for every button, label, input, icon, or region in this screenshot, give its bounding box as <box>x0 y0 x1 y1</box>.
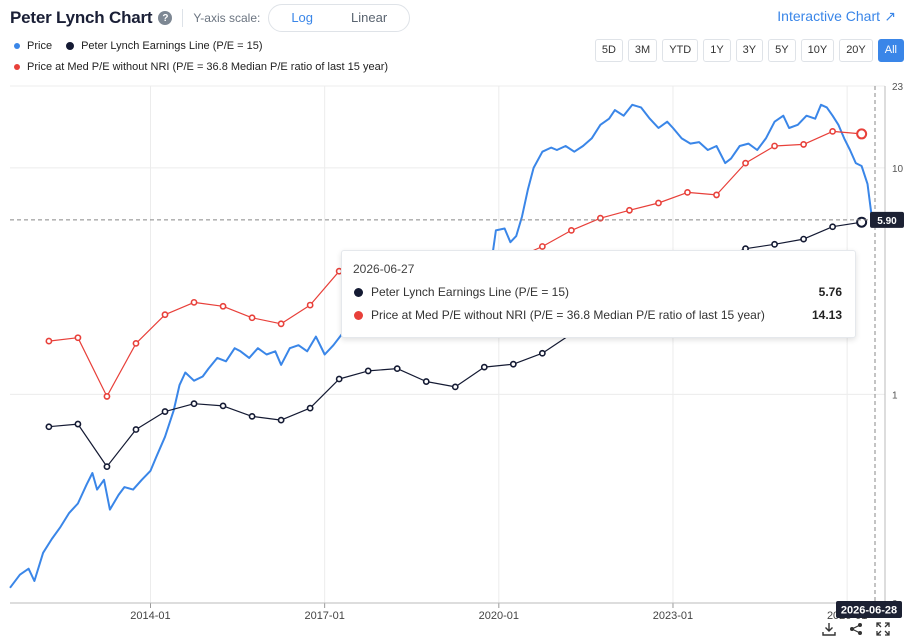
tooltip-earnings-value: 5.76 <box>818 285 842 299</box>
data-point-med-pe[interactable] <box>190 298 198 306</box>
data-point-med-pe[interactable] <box>219 302 227 310</box>
data-point-med-pe[interactable] <box>800 141 807 148</box>
x-tick-label: 2023-01 <box>653 610 693 622</box>
data-point-med-pe[interactable] <box>538 243 546 250</box>
range-button-3y[interactable]: 3Y <box>735 39 764 62</box>
range-button-1y[interactable]: 1Y <box>703 39 731 62</box>
data-point-med-pe[interactable] <box>277 320 285 328</box>
data-point-earnings[interactable] <box>335 375 343 383</box>
series-line-price <box>9 103 876 589</box>
hover-point-earnings <box>856 216 868 228</box>
data-point-med-pe[interactable] <box>161 311 169 319</box>
range-button-20y[interactable]: 20Y <box>839 39 873 62</box>
data-point-med-pe[interactable] <box>74 334 82 342</box>
range-button-5d[interactable]: 5D <box>594 39 623 62</box>
x-tick-label: 2014-01 <box>130 610 170 622</box>
tooltip-row-earnings: Peter Lynch Earnings Line (P/E = 15) 5.7… <box>354 284 842 300</box>
x-tick-label: 2017-01 <box>304 610 344 622</box>
header-divider <box>182 9 184 27</box>
data-point-med-pe[interactable] <box>132 340 140 347</box>
legend-item-med-pe[interactable]: Price at Med P/E without NRI (P/E = 36.8… <box>14 61 388 73</box>
range-button-ytd[interactable]: YTD <box>662 39 699 62</box>
y-tick-label: 1 <box>892 390 898 401</box>
legend-row-1: Price Peter Lynch Earnings Line (P/E = 1… <box>14 40 263 52</box>
data-point-earnings[interactable] <box>451 383 459 391</box>
data-point-earnings[interactable] <box>422 378 430 385</box>
tooltip-row-med-pe: Price at Med P/E without NRI (P/E = 36.8… <box>354 307 842 323</box>
legend-item-price[interactable]: Price <box>14 40 52 52</box>
med-pe-legend-dot <box>14 64 20 70</box>
data-point-med-pe[interactable] <box>742 159 749 167</box>
range-button-10y[interactable]: 10Y <box>800 39 835 62</box>
download-icon[interactable] <box>822 622 836 639</box>
chart-header: Peter Lynch Chart ? Y-axis scale: Log Li… <box>10 4 411 32</box>
scale-linear-button[interactable]: Linear <box>351 10 388 25</box>
crosshair-date-box <box>836 601 902 618</box>
data-point-earnings[interactable] <box>103 463 111 471</box>
data-point-med-pe[interactable] <box>771 142 778 150</box>
legend-row-2: Price at Med P/E without NRI (P/E = 36.8… <box>14 61 388 73</box>
range-buttons: 5D 3M YTD 1Y 3Y 5Y 10Y 20Y All <box>594 39 904 62</box>
data-point-earnings[interactable] <box>480 363 488 371</box>
earnings-legend-dot <box>66 42 75 50</box>
data-point-earnings[interactable] <box>190 400 198 408</box>
help-icon[interactable]: ? <box>158 11 173 25</box>
x-tick-label: 2020-01 <box>479 610 519 622</box>
range-button-all[interactable]: All <box>877 39 904 62</box>
legend-label-price: Price <box>27 40 53 52</box>
legend-label-med-pe: Price at Med P/E without NRI (P/E = 36.8… <box>27 61 389 73</box>
tooltip-earnings-label: Peter Lynch Earnings Line (P/E = 15) <box>371 285 569 299</box>
data-point-earnings[interactable] <box>393 365 401 373</box>
data-point-med-pe[interactable] <box>829 127 837 135</box>
data-point-med-pe[interactable] <box>306 301 314 309</box>
tooltip-earnings-dot <box>354 287 363 297</box>
data-point-med-pe[interactable] <box>655 199 662 207</box>
data-point-earnings[interactable] <box>364 367 372 375</box>
crosshair-value-box <box>870 211 904 228</box>
data-point-earnings[interactable] <box>771 240 778 248</box>
chart-tooltip: 2026-06-27 Peter Lynch Earnings Line (P/… <box>341 250 856 338</box>
data-point-earnings[interactable] <box>45 423 53 431</box>
fullscreen-icon[interactable] <box>876 622 890 639</box>
tooltip-med-pe-value: 14.13 <box>811 308 842 322</box>
range-button-3m[interactable]: 3M <box>627 39 658 62</box>
legend-label-earnings: Peter Lynch Earnings Line (P/E = 15) <box>81 40 263 52</box>
data-point-earnings[interactable] <box>219 402 227 410</box>
external-link-icon[interactable]: ↗ <box>884 8 896 24</box>
data-point-earnings[interactable] <box>132 426 140 433</box>
data-point-med-pe[interactable] <box>103 393 111 400</box>
data-point-med-pe[interactable] <box>684 188 691 196</box>
data-point-earnings[interactable] <box>829 223 837 231</box>
data-point-med-pe[interactable] <box>248 314 256 322</box>
data-point-earnings[interactable] <box>509 360 517 368</box>
y-axis-scale-toggle: Log Linear <box>268 4 411 32</box>
scale-log-button[interactable]: Log <box>291 10 314 25</box>
data-point-earnings[interactable] <box>538 349 546 357</box>
tooltip-med-pe-label: Price at Med P/E without NRI (P/E = 36.8… <box>371 308 765 322</box>
chart-title: Peter Lynch Chart <box>10 8 153 27</box>
data-point-earnings[interactable] <box>161 408 169 415</box>
data-point-med-pe[interactable] <box>626 206 633 214</box>
data-point-med-pe[interactable] <box>713 191 720 199</box>
hover-point-med-pe <box>856 128 868 140</box>
price-legend-dot <box>14 43 20 49</box>
interactive-chart-link[interactable]: Interactive Chart <box>777 8 880 24</box>
data-point-earnings[interactable] <box>74 420 82 428</box>
data-point-earnings[interactable] <box>277 416 285 424</box>
data-point-earnings[interactable] <box>248 412 256 420</box>
data-point-med-pe[interactable] <box>45 337 53 345</box>
data-point-med-pe[interactable] <box>567 226 575 234</box>
crosshair-value-label: 5.90 <box>877 216 897 227</box>
y-axis-scale-label: Y-axis scale: <box>193 11 261 25</box>
y-tick-label: 10 <box>892 164 904 175</box>
data-point-earnings[interactable] <box>306 404 314 412</box>
crosshair-date-label: 2026-06-28 <box>841 605 897 617</box>
tooltip-date: 2026-06-27 <box>353 262 415 276</box>
data-point-earnings[interactable] <box>800 235 807 243</box>
legend-item-earnings[interactable]: Peter Lynch Earnings Line (P/E = 15) <box>66 40 263 52</box>
share-icon[interactable] <box>849 622 863 639</box>
y-tick-label: 23 <box>892 82 904 93</box>
tooltip-med-pe-dot <box>354 310 363 320</box>
range-button-5y[interactable]: 5Y <box>768 39 796 62</box>
